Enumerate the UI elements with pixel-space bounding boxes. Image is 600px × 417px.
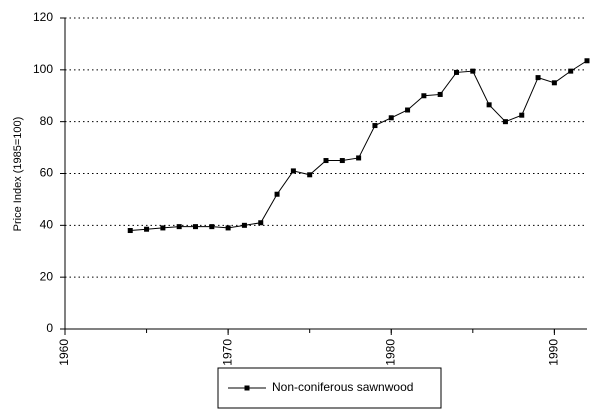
marker: [144, 226, 150, 232]
marker: [437, 91, 443, 97]
marker: [241, 222, 247, 228]
marker: [193, 224, 198, 230]
marker: [551, 80, 557, 86]
marker: [307, 172, 313, 178]
marker: [519, 112, 525, 118]
y-axis-label: Price Index (1985=100): [12, 117, 24, 232]
marker: [290, 168, 296, 174]
legend-label: Non-coniferous sawnwood: [272, 380, 413, 394]
x-tick-label: 1980: [383, 339, 397, 366]
y-tick-label: 0: [46, 321, 53, 335]
y-tick-label: 120: [33, 10, 53, 24]
marker: [160, 225, 166, 231]
x-tick-label: 1960: [57, 339, 71, 366]
y-tick-label: 40: [40, 218, 54, 232]
series-line: [130, 60, 588, 232]
x-tick-label: 1990: [547, 339, 561, 366]
marker: [421, 93, 427, 99]
marker: [356, 155, 362, 161]
marker: [454, 69, 459, 75]
y-tick-label: 100: [33, 62, 53, 76]
legend-marker: [244, 385, 250, 391]
marker: [486, 102, 492, 108]
marker: [372, 123, 378, 129]
y-tick-label: 80: [40, 114, 54, 128]
marker: [176, 224, 182, 230]
marker: [323, 158, 329, 164]
x-tick-label: 1970: [220, 339, 234, 366]
marker: [405, 107, 411, 113]
marker: [470, 68, 476, 74]
marker: [209, 224, 215, 230]
marker: [258, 220, 264, 226]
marker: [388, 115, 394, 121]
marker: [568, 68, 574, 74]
marker: [225, 225, 231, 231]
marker: [127, 228, 133, 234]
marker: [535, 75, 541, 81]
y-tick-label: 20: [40, 269, 54, 283]
marker: [339, 158, 345, 164]
marker: [584, 58, 590, 64]
marker: [502, 119, 508, 125]
y-tick-label: 60: [40, 166, 54, 180]
marker: [274, 191, 280, 197]
